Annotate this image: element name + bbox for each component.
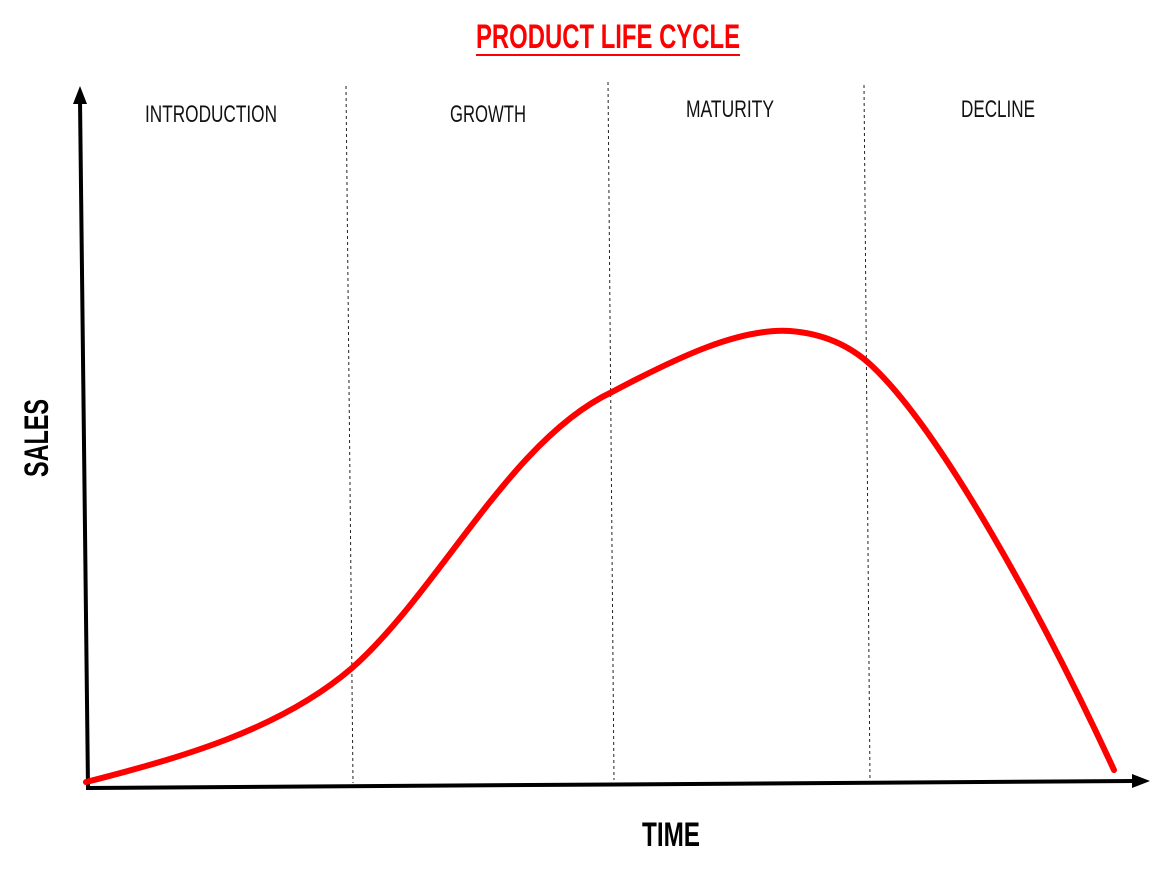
stage-label-growth: GROWTH [450, 101, 526, 128]
x-axis-label: TIME [642, 816, 700, 854]
diagram-title: PRODUCT LIFE CYCLE [476, 18, 740, 56]
stage-label-decline: DECLINE [961, 96, 1035, 123]
stage-label-introduction: INTRODUCTION [145, 101, 277, 128]
divider-introduction-growth [345, 85, 354, 784]
y-axis-label: SALES [18, 399, 56, 477]
x-axis-line [85, 779, 1135, 790]
x-axis-arrow-icon [1132, 774, 1150, 788]
divider-maturity-decline [863, 84, 871, 782]
divider-growth-maturity [607, 81, 615, 781]
y-axis-arrow-icon [73, 86, 87, 104]
sales-curve [83, 327, 1117, 785]
stage-label-maturity: MATURITY [686, 96, 774, 123]
y-axis-line [78, 99, 90, 789]
